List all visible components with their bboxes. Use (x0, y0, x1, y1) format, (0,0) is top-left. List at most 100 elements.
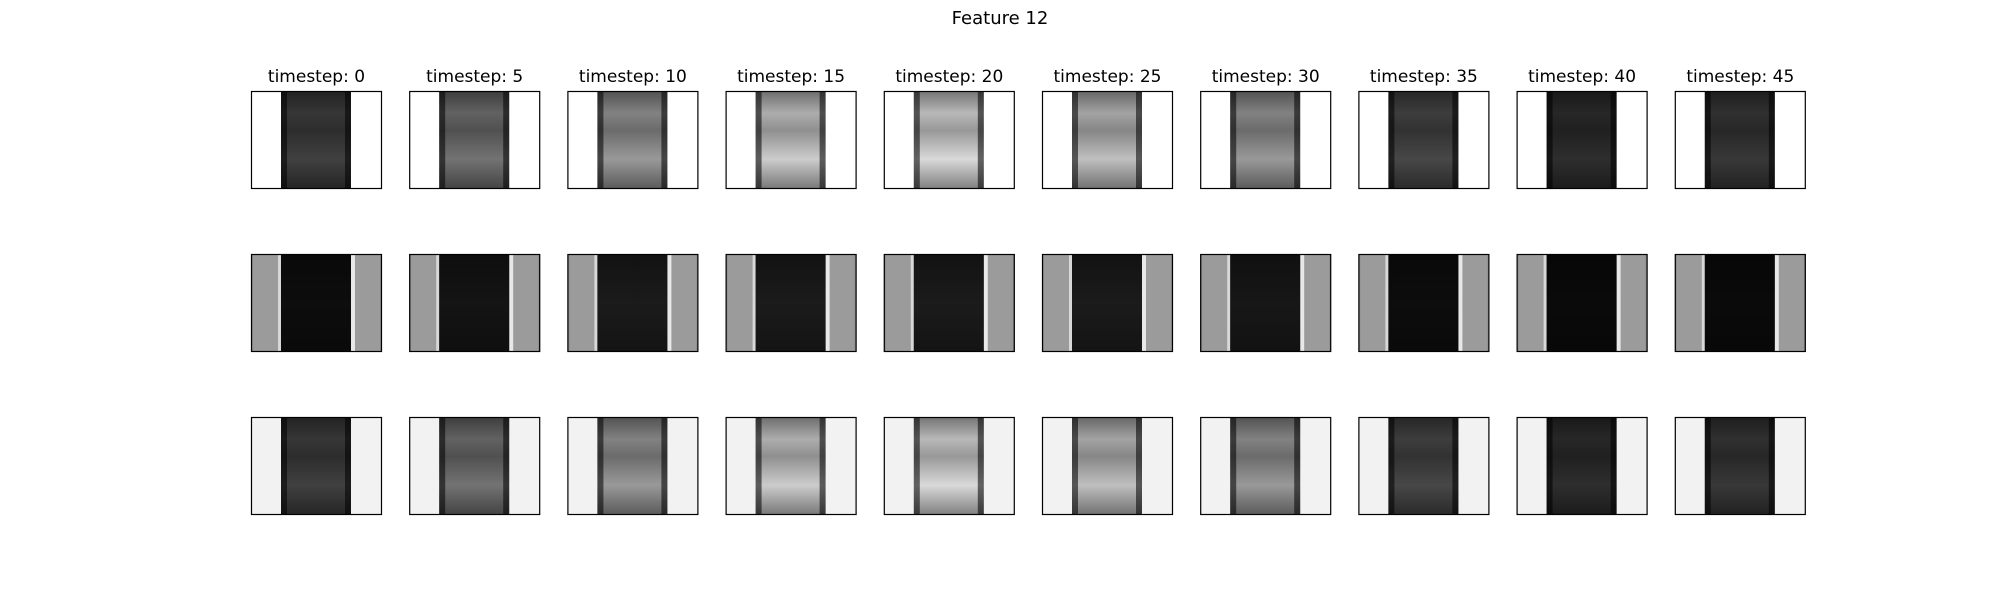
panel-image-strip (913, 92, 984, 188)
panel-edge-highlight (436, 254, 440, 352)
panel-edge-highlight (594, 254, 598, 352)
panel-edge-highlight (752, 254, 756, 352)
panel-edge-highlight (509, 254, 514, 352)
panel-image-strip (1546, 255, 1617, 351)
strip-edge (597, 92, 604, 188)
strip-edge (1768, 418, 1775, 514)
strip-edge (913, 92, 920, 188)
panel-side-texture (727, 254, 754, 352)
panel-frame (725, 253, 857, 353)
panel-side-texture (1360, 254, 1387, 352)
strip-edge (755, 92, 762, 188)
panel-edge-highlight (1300, 254, 1305, 352)
panel-frame (409, 253, 541, 353)
panel-frame (567, 253, 699, 353)
panel-edge-highlight (983, 254, 988, 352)
panel-frame (1200, 416, 1332, 516)
column-title: timestep: 40 (1528, 67, 1636, 87)
panel-edge-highlight (1069, 254, 1072, 352)
panel-edge-highlight (1458, 254, 1463, 352)
panel-frame (250, 253, 383, 353)
panel-image-strip (597, 418, 668, 514)
panel-image-strip (755, 92, 826, 188)
column-title: timestep: 5 (426, 67, 523, 87)
panel-frame (1674, 90, 1806, 190)
column-title: timestep: 30 (1212, 67, 1320, 87)
panel-frame (1200, 253, 1332, 353)
panel-edge-highlight (1385, 254, 1389, 352)
panel-image-strip (1546, 92, 1617, 188)
panel-image-strip (281, 418, 351, 514)
panel-image-strip (439, 92, 510, 188)
panel-side-texture (1676, 254, 1703, 352)
panel-image-strip (1704, 92, 1775, 188)
panel-image-strip (1072, 92, 1142, 188)
strip-edge (597, 418, 604, 514)
panel-image-strip (439, 418, 510, 514)
panel-frame (1358, 90, 1490, 190)
panel-image-strip (281, 92, 351, 188)
strip-edge (503, 92, 510, 188)
strip-edge (1388, 418, 1395, 514)
panel-side-texture (828, 254, 855, 352)
figure-title: Feature 12 (951, 8, 1049, 29)
strip-edge (1230, 92, 1237, 188)
panel-image-strip (597, 255, 668, 351)
strip-edge (1546, 92, 1553, 188)
strip-edge (1072, 418, 1078, 514)
panel-side-texture (1461, 254, 1488, 352)
strip-edge (1452, 418, 1459, 514)
panel-side-texture (569, 254, 596, 352)
panel-side-texture (411, 254, 438, 352)
panel-edge-highlight (1774, 254, 1779, 352)
panel-image-strip (755, 255, 826, 351)
panel-frame (883, 90, 1015, 190)
panel-frame (883, 253, 1015, 353)
panel-image-strip (755, 418, 826, 514)
panel-image-strip (1388, 255, 1459, 351)
panel-edge-highlight (1616, 254, 1621, 352)
strip-edge (1546, 418, 1553, 514)
panel-edge-highlight (910, 254, 914, 352)
strip-edge (503, 418, 510, 514)
panel-side-texture (512, 254, 539, 352)
panel-side-texture (986, 254, 1013, 352)
panel-side-texture (354, 254, 380, 352)
panel-frame (1516, 253, 1648, 353)
strip-edge (439, 418, 446, 514)
strip-edge (1294, 418, 1301, 514)
panel-image-strip (1388, 418, 1459, 514)
panel-frame (409, 90, 541, 190)
panel-image-strip (1230, 255, 1301, 351)
panel-side-texture (1518, 254, 1545, 352)
panel-frame (567, 90, 699, 190)
strip-edge (661, 418, 668, 514)
panel-image-strip (913, 255, 984, 351)
panel-edge-highlight (667, 254, 672, 352)
strip-edge (819, 418, 826, 514)
strip-edge (913, 418, 920, 514)
strip-edge (661, 92, 668, 188)
column-title: timestep: 10 (579, 67, 687, 87)
panel-image-strip (281, 255, 351, 351)
strip-edge (1452, 92, 1459, 188)
panel-side-texture (1619, 254, 1646, 352)
panel-edge-highlight (1701, 254, 1705, 352)
panel-frame (1041, 90, 1174, 190)
strip-edge (1136, 418, 1142, 514)
strip-edge (439, 92, 446, 188)
column-title: timestep: 0 (268, 67, 365, 87)
panel-image-strip (913, 418, 984, 514)
panel-frame (1674, 416, 1806, 516)
strip-edge (1704, 418, 1711, 514)
strip-edge (977, 418, 984, 514)
strip-edge (345, 418, 351, 514)
panel-frame (1041, 416, 1174, 516)
strip-edge (1704, 92, 1711, 188)
panel-edge-highlight (351, 254, 355, 352)
strip-edge (1294, 92, 1301, 188)
strip-edge (1610, 418, 1617, 514)
column-title: timestep: 45 (1686, 67, 1794, 87)
panel-edge-highlight (825, 254, 830, 352)
panel-frame (1358, 253, 1490, 353)
